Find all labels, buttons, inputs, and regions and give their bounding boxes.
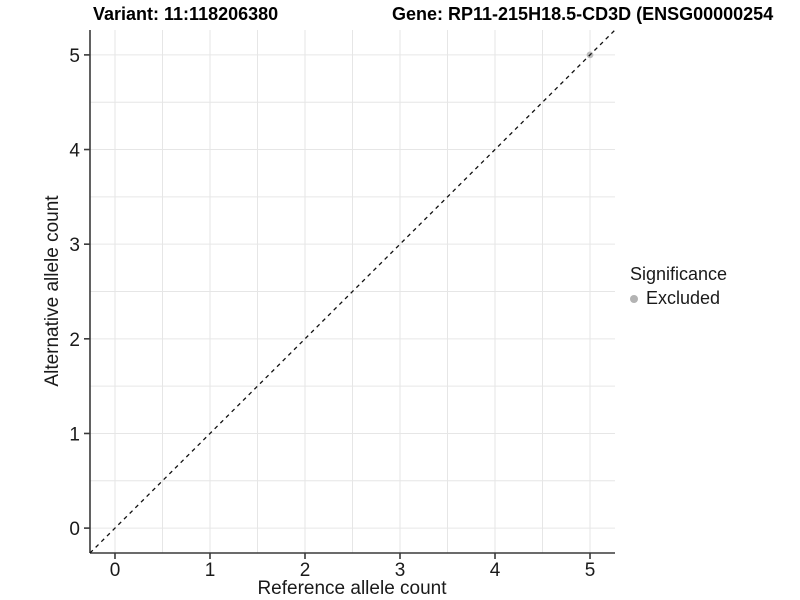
legend: Significance Excluded [630, 263, 727, 309]
data-layer [89, 29, 616, 554]
legend-item-excluded: Excluded [630, 288, 727, 309]
plot-title-variant: Variant: 11:118206380 [93, 4, 279, 24]
y-axis-title: Alternative allele count [42, 195, 63, 387]
y-tick-label: 5 [69, 46, 80, 67]
x-tick-label: 4 [490, 560, 501, 581]
y-tick-label: 3 [69, 235, 80, 256]
x-axis-title: Reference allele count [257, 578, 447, 599]
plot-title-gene: Gene: RP11-215H18.5-CD3D (ENSG00000254 [392, 4, 774, 24]
identity-reference-line [89, 29, 616, 554]
x-tick-label: 5 [585, 560, 596, 581]
x-tick-label: 0 [110, 560, 121, 581]
x-tick-label: 3 [395, 560, 406, 581]
x-tick-label: 1 [205, 560, 216, 581]
y-tick-label: 2 [69, 330, 80, 351]
x-tick-label: 2 [300, 560, 311, 581]
legend-title: Significance [630, 264, 728, 284]
axis-layer [84, 30, 615, 559]
tick-label-layer: 0 1 2 3 4 5 0 1 2 3 4 5 [69, 46, 595, 581]
y-tick-label: 4 [69, 141, 80, 162]
excluded-point-icon [630, 294, 638, 303]
legend-item-label: Excluded [646, 288, 721, 308]
y-tick-label: 1 [69, 424, 80, 445]
y-tick-label: 0 [69, 519, 80, 540]
